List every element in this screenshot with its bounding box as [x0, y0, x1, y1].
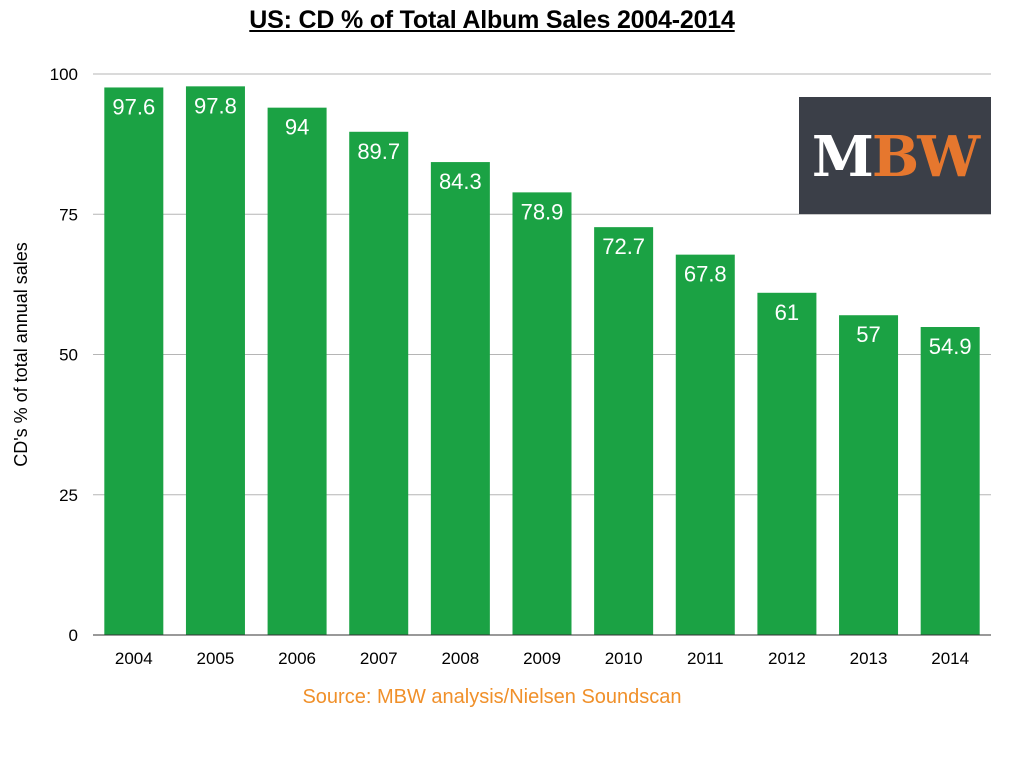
bar	[839, 315, 899, 635]
bar	[920, 327, 980, 635]
mbw-logo: MBW	[799, 97, 991, 214]
bar	[675, 254, 735, 635]
data-label: 54.9	[929, 334, 972, 359]
x-tick-label: 2011	[687, 649, 724, 668]
y-tick-label: 75	[59, 205, 78, 224]
data-label: 78.9	[521, 199, 564, 224]
x-tick-label: 2012	[768, 649, 806, 668]
bar	[185, 86, 245, 636]
data-label: 89.7	[357, 139, 400, 164]
y-tick-label: 0	[69, 626, 78, 645]
bar	[267, 107, 327, 635]
x-tick-label: 2006	[278, 649, 316, 668]
bar	[512, 192, 572, 635]
logo-letter-m: M	[811, 124, 874, 190]
x-tick-label: 2007	[360, 649, 398, 668]
logo-letters-bw: BW	[871, 124, 980, 190]
data-label: 72.7	[602, 234, 645, 259]
x-tick-label: 2010	[605, 649, 643, 668]
data-label: 67.8	[684, 262, 727, 287]
data-label: 84.3	[439, 169, 482, 194]
bar	[757, 292, 817, 635]
data-label: 57	[856, 322, 880, 347]
chart-title: US: CD % of Total Album Sales 2004-2014	[249, 6, 735, 34]
x-tick-label: 2008	[441, 649, 479, 668]
bar	[594, 227, 654, 635]
source-note: Source: MBW analysis/Nielsen Soundscan	[302, 686, 682, 708]
bar	[349, 131, 409, 635]
x-tick-label: 2013	[850, 649, 888, 668]
data-label: 94	[285, 115, 309, 140]
bar	[104, 87, 164, 636]
x-tick-label: 2005	[197, 649, 235, 668]
y-tick-label: 25	[59, 486, 78, 505]
data-label: 97.6	[112, 94, 155, 119]
x-tick-label: 2009	[523, 649, 561, 668]
x-tick-label: 2014	[931, 649, 969, 668]
data-label: 61	[775, 300, 799, 325]
y-axis-label: CD's % of total annual sales	[11, 242, 31, 467]
x-tick-label: 2004	[115, 649, 153, 668]
y-tick-label: 50	[59, 346, 78, 365]
data-label: 97.8	[194, 93, 237, 118]
y-tick-label: 100	[50, 65, 78, 84]
bar	[430, 162, 490, 635]
